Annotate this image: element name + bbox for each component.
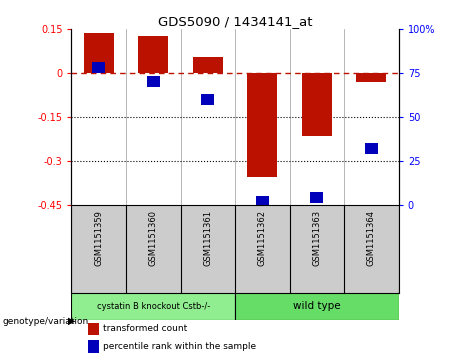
Text: genotype/variation: genotype/variation	[2, 317, 89, 326]
Bar	[88, 340, 99, 353]
Text: GSM1151362: GSM1151362	[258, 210, 267, 266]
Bar	[235, 293, 399, 320]
Text: GSM1151363: GSM1151363	[313, 210, 321, 266]
Bar	[88, 323, 99, 335]
Bar	[193, 57, 223, 73]
Text: GSM1151364: GSM1151364	[367, 210, 376, 266]
Text: GSM1151359: GSM1151359	[94, 210, 103, 266]
Bar	[84, 33, 114, 73]
Bar	[92, 62, 105, 73]
Text: wild type: wild type	[293, 301, 341, 311]
Text: percentile rank within the sample: percentile rank within the sample	[102, 342, 256, 351]
Text: transformed count: transformed count	[102, 325, 187, 334]
Text: ▶: ▶	[68, 316, 76, 326]
Bar	[310, 192, 324, 203]
Title: GDS5090 / 1434141_at: GDS5090 / 1434141_at	[158, 15, 313, 28]
Bar	[256, 196, 269, 207]
Bar	[147, 77, 160, 87]
Bar	[71, 293, 235, 320]
Text: cystatin B knockout Cstb-/-: cystatin B knockout Cstb-/-	[97, 302, 210, 311]
Bar	[248, 73, 278, 177]
Text: GSM1151361: GSM1151361	[203, 210, 213, 266]
Text: GSM1151360: GSM1151360	[149, 210, 158, 266]
Bar	[365, 143, 378, 154]
Bar	[138, 36, 168, 73]
Bar	[302, 73, 332, 136]
Bar	[201, 94, 214, 105]
Bar	[356, 73, 386, 82]
